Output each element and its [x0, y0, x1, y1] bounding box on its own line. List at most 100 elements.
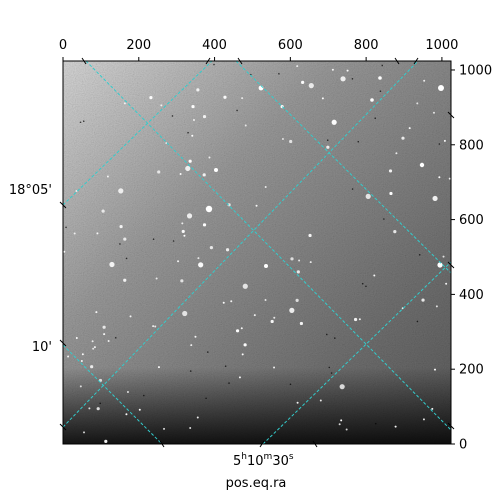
star [75, 189, 78, 192]
star [431, 407, 434, 410]
dark-pixel [330, 372, 333, 374]
star [331, 119, 337, 125]
star [401, 136, 405, 140]
star [243, 343, 247, 347]
star [80, 359, 83, 362]
star [109, 261, 115, 268]
star [435, 305, 438, 308]
dark-pixel [82, 120, 85, 123]
star [331, 68, 334, 71]
wcs-grid-line-ra [235, 61, 451, 274]
dark-pixel [351, 188, 354, 190]
dark-pixel [114, 336, 117, 339]
star [346, 69, 349, 72]
star [432, 111, 435, 114]
star [445, 282, 448, 285]
star [149, 96, 153, 100]
star [298, 259, 301, 262]
star [90, 365, 94, 369]
star [202, 223, 207, 227]
star [241, 353, 244, 356]
star [448, 177, 451, 180]
star [202, 173, 206, 177]
star [289, 307, 295, 313]
star [129, 315, 132, 318]
dark-pixel [224, 365, 227, 367]
star [83, 431, 86, 434]
star [289, 139, 293, 144]
star [196, 88, 200, 92]
dark-pixel [213, 63, 215, 66]
dark-pixel [357, 140, 360, 143]
star [422, 418, 425, 421]
bright-star [378, 76, 382, 80]
right-y-tick-label: 400 [459, 288, 484, 303]
star [106, 175, 109, 178]
star [79, 385, 82, 388]
dark-pixel [189, 370, 192, 372]
star [154, 325, 157, 328]
right-y-axis: 0 200 400 600 800 1000 [451, 63, 492, 453]
wcs-grid-line-ra [63, 344, 163, 444]
star [242, 283, 248, 289]
bright-star [370, 98, 374, 102]
star [345, 428, 348, 431]
dark-pixel [278, 72, 280, 75]
star [299, 321, 303, 326]
star [433, 368, 436, 371]
star [339, 384, 345, 390]
bright-star [438, 85, 444, 91]
wcs-grid-line-dec [63, 61, 213, 206]
star [223, 95, 227, 99]
star [181, 229, 185, 234]
dark-pixel [228, 382, 230, 384]
star [177, 260, 180, 263]
dec-label-0: 18°05' [9, 183, 52, 198]
wcs-grid-line-dec [262, 261, 451, 444]
star [296, 65, 299, 68]
image-panel [62, 60, 452, 445]
star [180, 279, 184, 283]
star [388, 169, 393, 173]
star [238, 376, 241, 379]
star [432, 195, 438, 202]
dark-pixel [383, 218, 385, 220]
top-x-tick-label: 800 [354, 38, 379, 53]
bright-star [264, 264, 268, 268]
dark-pixel [418, 254, 421, 256]
star [230, 300, 233, 303]
dark-pixel [205, 397, 207, 400]
top-x-axis: 0 200 400 600 800 1000 [59, 38, 458, 61]
right-y-tick-label: 1000 [459, 63, 492, 78]
dark-pixel [236, 109, 238, 112]
star [373, 274, 376, 277]
star [270, 319, 274, 324]
star [394, 425, 397, 428]
star [393, 230, 397, 234]
star [123, 102, 126, 105]
star [125, 413, 128, 416]
dark-pixel [328, 366, 331, 369]
x-axis-title: pos.eq.ra [226, 476, 287, 491]
star [353, 317, 358, 322]
dark-pixel [125, 257, 128, 260]
star [93, 346, 96, 349]
star [103, 333, 106, 336]
star [95, 311, 98, 314]
top-x-tick-label: 400 [202, 38, 227, 53]
star [96, 232, 99, 235]
star [81, 353, 84, 356]
star [157, 170, 161, 174]
dark-pixel [325, 333, 328, 336]
star [104, 439, 108, 443]
star [88, 407, 91, 410]
star [73, 232, 76, 235]
bright-star [214, 168, 218, 172]
dark-pixel [365, 285, 367, 288]
right-y-tick-label: 600 [459, 213, 484, 228]
star [225, 248, 230, 252]
star [290, 257, 294, 261]
star [123, 237, 127, 241]
star [181, 222, 184, 225]
